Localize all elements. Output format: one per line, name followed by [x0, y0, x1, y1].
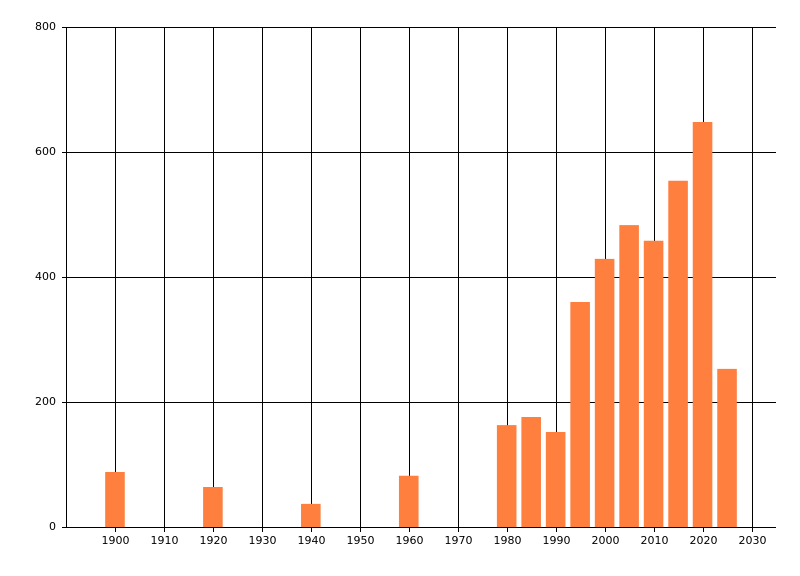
y-tick-label: 800 [35, 20, 56, 33]
y-tick-label: 200 [35, 395, 56, 408]
x-tick-label: 2020 [690, 534, 718, 547]
x-tick-label: 1940 [298, 534, 326, 547]
x-tick-label: 1960 [396, 534, 424, 547]
x-tick-label: 1950 [347, 534, 375, 547]
bar [496, 425, 517, 527]
x-tick-label: 1980 [494, 534, 522, 547]
x-tick-label: 2010 [641, 534, 669, 547]
bar [668, 180, 688, 527]
y-tick-label: 0 [49, 520, 56, 533]
bar [398, 475, 419, 527]
x-tick-label: 1910 [151, 534, 179, 547]
x-tick-label: 1900 [102, 534, 130, 547]
bar [545, 432, 566, 527]
bar [643, 240, 664, 527]
x-tick-label: 2000 [592, 534, 620, 547]
y-tick-label: 600 [35, 145, 56, 158]
x-tick-label: 1990 [543, 534, 571, 547]
bar [570, 302, 590, 527]
bar [619, 225, 639, 527]
y-tick-label: 400 [35, 270, 56, 283]
bar [717, 368, 737, 527]
bar [692, 122, 713, 527]
x-tick-label: 2030 [739, 534, 767, 547]
bar [521, 417, 541, 527]
bar [105, 472, 125, 527]
bar [301, 503, 321, 527]
x-tick-label: 1920 [200, 534, 228, 547]
x-tick-label: 1930 [249, 534, 277, 547]
bar [594, 258, 615, 527]
x-tick-label: 1970 [445, 534, 473, 547]
bar [203, 487, 223, 527]
